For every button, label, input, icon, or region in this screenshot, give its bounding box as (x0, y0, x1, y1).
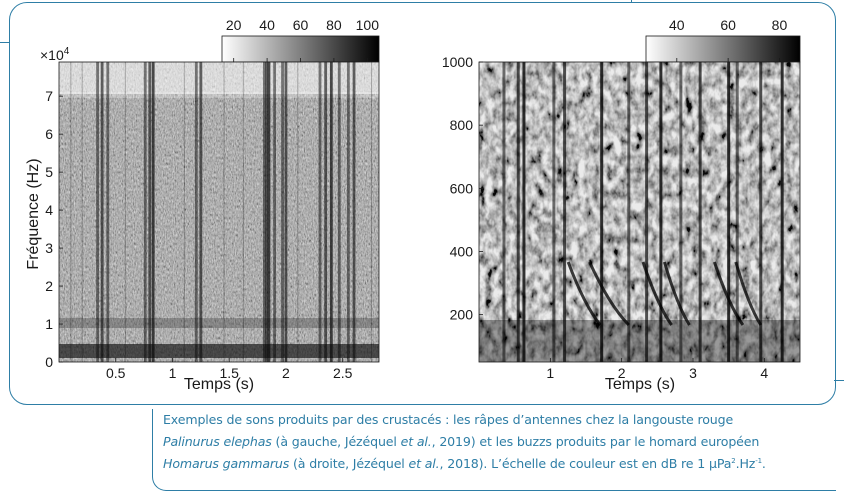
y-tick-label: 0 (45, 354, 53, 370)
caption-line-2: Palinurus elephas (à gauche, Jézéquel et… (163, 434, 760, 449)
y-tick-label: 800 (450, 117, 474, 133)
frame-decoration (631, 0, 633, 3)
x-axis-label-left: Temps (s) (184, 376, 254, 393)
colorbar-tick-label: 60 (293, 17, 309, 33)
x-tick-label: 2 (282, 365, 290, 381)
spectrogram-right (479, 62, 800, 362)
y-tick-label: 4 (45, 202, 53, 218)
y-tick-label: 6 (45, 126, 53, 142)
y-tick-label: 1000 (442, 54, 473, 70)
colorbar-right-ticks: 40 60 80 (669, 17, 787, 62)
colorbar-left-ticks: 20 40 60 80 100 (226, 17, 379, 62)
x-tick-label: 2 (618, 365, 626, 381)
colorbar-right (645, 35, 801, 63)
species-name: Palinurus elephas (163, 434, 272, 449)
x-ticks-right: 1 2 3 4 (546, 358, 768, 381)
y-tick-label: 5 (45, 164, 53, 180)
species-name: Homarus gammarus (163, 456, 290, 471)
x-tick-label: 4 (760, 365, 768, 381)
y-tick-label: 7 (45, 88, 53, 104)
colorbar-tick-label: 100 (356, 17, 380, 33)
y-tick-label: 200 (450, 307, 474, 323)
x-tick-label: 2.5 (333, 365, 353, 381)
x-tick-label: 0.5 (106, 365, 126, 381)
colorbar-tick-label: 80 (326, 17, 342, 33)
x-ticks-left: 0.5 1 1.5 2 2.5 (106, 358, 353, 381)
exponent-label: ×104 (40, 46, 70, 63)
colorbar-tick-label: 40 (259, 17, 275, 33)
y-tick-label: 2 (45, 278, 53, 294)
frame-decoration (834, 380, 844, 382)
colorbar-tick-label: 80 (772, 17, 788, 33)
y-tick-label: 3 (45, 240, 53, 256)
caption-line-1: Exemples de sons produits par des crusta… (163, 412, 734, 427)
x-tick-label: 3 (689, 365, 697, 381)
colorbar-tick-label: 40 (669, 17, 685, 33)
x-tick-label: 1.5 (219, 365, 239, 381)
x-tick-label: 1 (546, 365, 554, 381)
colorbar-left (221, 35, 380, 63)
figure-caption: Exemples de sons produits par des crusta… (152, 409, 836, 491)
y-tick-label: 600 (450, 180, 474, 196)
spectrogram-left (59, 62, 379, 362)
y-tick-label: 400 (450, 243, 474, 259)
y-ticks-left: 0 1 2 3 4 5 6 7 (45, 88, 63, 370)
x-tick-label: 1 (169, 365, 177, 381)
colorbar-tick-label: 20 (226, 17, 242, 33)
spectrogram-figure: 20 40 60 80 100 ×104 0 1 2 3 4 5 6 7 0.5 1 1.5 2 2.5 Fr… (25, 17, 801, 393)
frame-decoration (0, 42, 10, 44)
x-axis-label-right: Temps (s) (605, 376, 675, 393)
y-axis-label: Fréquence (Hz) (25, 158, 42, 269)
y-ticks-right: 200 400 600 800 1000 (442, 54, 483, 323)
y-tick-label: 1 (45, 316, 53, 332)
caption-line-3: Homarus gammarus (à droite, Jézéquel et … (163, 456, 766, 471)
colorbar-tick-label: 60 (720, 17, 736, 33)
